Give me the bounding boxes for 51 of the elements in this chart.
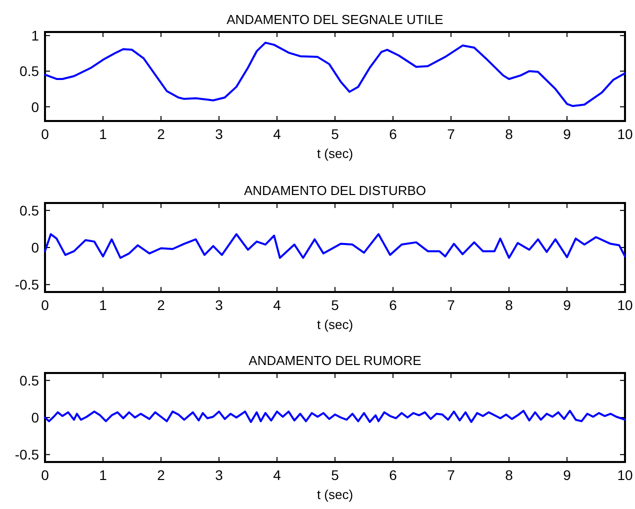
- x-tick-label: 0: [41, 297, 50, 313]
- chart-title: ANDAMENTO DEL DISTURBO: [244, 183, 426, 198]
- x-tick-label: 10: [617, 467, 633, 483]
- x-tick-label: 10: [617, 297, 633, 313]
- x-tick-label: 4: [273, 297, 282, 313]
- x-tick-label: 8: [505, 126, 514, 142]
- x-tick-label: 3: [215, 467, 224, 483]
- y-tick-label: -0.5: [14, 276, 40, 293]
- y-tick-label: 0: [31, 240, 40, 256]
- y-tick-label: 0.5: [20, 63, 40, 80]
- x-axis-title: t (sec): [316, 487, 354, 502]
- chart-title: ANDAMENTO DEL RUMORE: [248, 353, 422, 368]
- y-tick-label: -0.5: [14, 446, 40, 463]
- x-tick-label: 1: [99, 126, 108, 142]
- y-tick-label: 0: [31, 98, 40, 115]
- x-tick-label: 6: [389, 297, 398, 313]
- x-tick-label: 4: [273, 467, 282, 483]
- x-axis-title: t (sec): [316, 146, 354, 161]
- y-tick-label: 0.5: [20, 372, 40, 388]
- x-tick-label: 4: [273, 126, 282, 142]
- x-tick-label: 3: [215, 297, 224, 313]
- y-tick-label: 0.5: [20, 202, 40, 218]
- x-tick-label: 8: [505, 467, 514, 483]
- x-tick-label: 7: [447, 467, 456, 483]
- x-tick-label: 9: [563, 297, 572, 313]
- x-tick-label: 8: [505, 297, 514, 313]
- x-tick-label: 5: [331, 126, 340, 142]
- x-tick-label: 2: [157, 467, 166, 483]
- x-tick-label: 2: [157, 297, 166, 313]
- x-tick-label: 5: [331, 467, 340, 483]
- x-tick-label: 7: [447, 297, 456, 313]
- y-tick-label: 1: [31, 28, 40, 44]
- x-axis-title: t (sec): [316, 317, 354, 332]
- chart-title: ANDAMENTO DEL SEGNALE UTILE: [226, 12, 444, 27]
- x-tick-label: 10: [617, 126, 633, 142]
- x-tick-label: 2: [157, 126, 166, 142]
- line-series: [44, 233, 626, 259]
- x-tick-label: 6: [389, 467, 398, 483]
- x-tick-label: 3: [215, 126, 224, 142]
- x-tick-label: 7: [447, 126, 456, 142]
- x-tick-label: 9: [563, 467, 572, 483]
- x-tick-label: 6: [389, 126, 398, 142]
- x-tick-label: 0: [41, 467, 50, 483]
- x-tick-label: 9: [563, 126, 572, 142]
- x-tick-label: 1: [99, 297, 108, 313]
- line-series: [44, 42, 626, 108]
- x-tick-label: 0: [41, 126, 50, 142]
- x-tick-label: 5: [331, 297, 340, 313]
- x-tick-label: 1: [99, 467, 108, 483]
- y-tick-label: 0: [31, 410, 40, 426]
- line-series: [44, 410, 626, 423]
